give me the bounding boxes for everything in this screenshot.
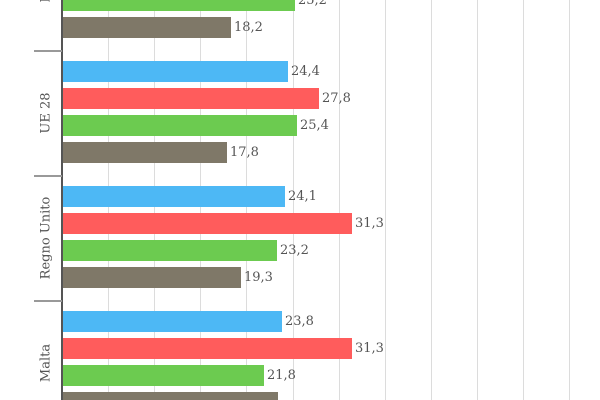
bar-series-1 — [63, 186, 285, 207]
bar-series-1 — [63, 61, 288, 82]
data-label: 31,3 — [355, 341, 384, 356]
data-label: 25,2 — [298, 0, 327, 8]
data-label: 24,1 — [288, 189, 317, 204]
data-label: 25,4 — [300, 118, 329, 133]
bar-series-3 — [63, 240, 277, 261]
bar-series-2 — [63, 213, 352, 234]
category-label: Regno Unito — [38, 196, 54, 279]
data-label: 21,8 — [267, 368, 296, 383]
y-axis-line — [61, 0, 63, 400]
bar-series-2 — [63, 88, 319, 109]
gridline — [431, 0, 432, 400]
category-separator — [34, 50, 62, 52]
data-label: 24,4 — [291, 64, 320, 79]
category-label: Pa… — [39, 0, 54, 2]
data-label: 17,8 — [230, 145, 259, 160]
bar-series-4 — [63, 267, 241, 288]
gridline — [385, 0, 386, 400]
bar-series-4 — [63, 17, 231, 38]
data-label: 31,3 — [355, 216, 384, 231]
data-label: 23,8 — [285, 314, 314, 329]
gridline — [523, 0, 524, 400]
category-label: UE 28 — [38, 91, 54, 134]
bar-series-1 — [63, 311, 282, 332]
bar-series-2 — [63, 338, 352, 359]
category-separator — [34, 300, 62, 302]
bar-series-3 — [63, 0, 295, 11]
category-label: Malta — [38, 343, 54, 382]
gridline — [293, 0, 294, 400]
data-label: 18,2 — [234, 20, 263, 35]
gridline — [569, 0, 570, 400]
bar-series-4 — [63, 392, 278, 400]
data-label: 19,3 — [244, 270, 273, 285]
data-label: 27,8 — [322, 91, 351, 106]
data-label: 23,2 — [280, 243, 309, 258]
bar-series-3 — [63, 365, 264, 386]
bar-series-3 — [63, 115, 297, 136]
gridline — [477, 0, 478, 400]
bar-series-4 — [63, 142, 227, 163]
gridline — [339, 0, 340, 400]
category-separator — [34, 175, 62, 177]
